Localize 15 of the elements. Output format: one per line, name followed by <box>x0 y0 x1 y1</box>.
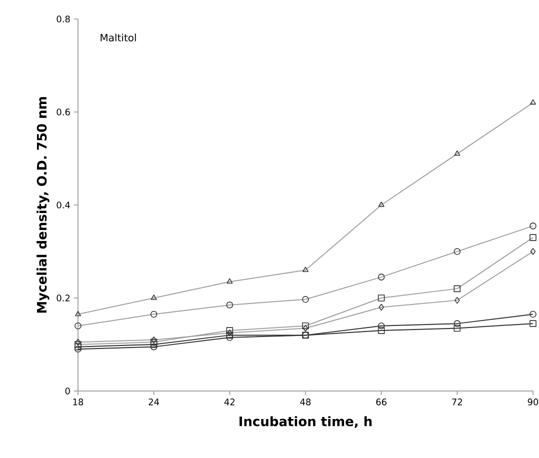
x-tick-label: 66 <box>376 398 386 406</box>
x-tick-label: 42 <box>224 398 234 406</box>
annotation: Maltitol <box>100 34 136 42</box>
y-tick-label: 0.4 <box>56 202 70 208</box>
x-tick-label: 24 <box>148 398 160 406</box>
x-tick-label: 72 <box>452 398 462 406</box>
x-axis-title: Incubation time, h <box>240 416 372 428</box>
y-tick-label: 0.6 <box>56 108 70 116</box>
y-axis-title: Mycelial density, O.D. 750 nm <box>36 97 50 313</box>
x-tick-label: 48 <box>300 398 311 406</box>
y-tick-label: 0.8 <box>56 16 70 22</box>
y-tick-label: 0 <box>65 388 70 394</box>
y-tick-label: 0.2 <box>56 294 70 302</box>
x-tick-label: 18 <box>73 398 84 406</box>
x-tick-label: 90 <box>528 398 538 406</box>
